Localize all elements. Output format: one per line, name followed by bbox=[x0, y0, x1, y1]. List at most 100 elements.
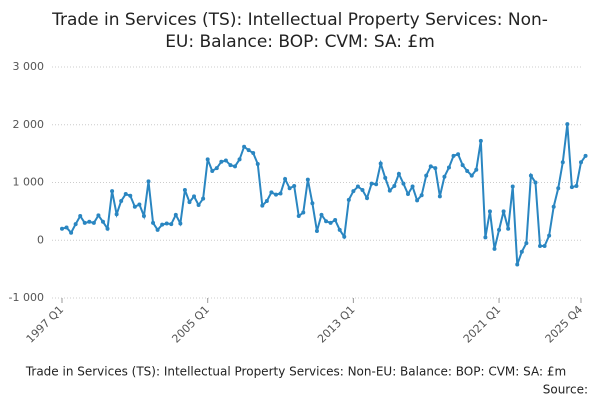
data-point bbox=[401, 181, 406, 186]
data-point bbox=[406, 192, 410, 197]
data-point bbox=[96, 213, 101, 218]
data-point bbox=[419, 193, 424, 198]
data-point bbox=[60, 226, 64, 231]
data-point bbox=[292, 183, 297, 188]
data-point bbox=[469, 173, 474, 178]
data-point bbox=[264, 198, 269, 203]
data-point bbox=[201, 196, 206, 201]
data-point bbox=[160, 222, 165, 227]
data-point bbox=[119, 198, 124, 203]
data-point bbox=[246, 148, 251, 153]
data-point bbox=[346, 197, 351, 202]
data-point bbox=[355, 184, 360, 189]
data-point bbox=[565, 122, 570, 127]
data-point bbox=[169, 222, 174, 227]
data-point bbox=[219, 159, 224, 164]
data-point bbox=[465, 168, 470, 173]
x-tick-label: 2005 Q1 bbox=[169, 303, 212, 346]
data-point bbox=[433, 166, 438, 171]
data-point bbox=[569, 185, 574, 190]
data-point bbox=[424, 173, 429, 178]
data-point bbox=[283, 177, 288, 182]
data-point bbox=[383, 175, 388, 180]
data-point bbox=[542, 244, 547, 249]
data-point bbox=[100, 219, 105, 224]
data-point bbox=[69, 230, 74, 235]
data-point bbox=[210, 168, 215, 173]
data-point bbox=[287, 186, 292, 191]
data-point bbox=[428, 164, 433, 169]
data-point bbox=[305, 177, 310, 182]
data-point bbox=[141, 213, 146, 218]
data-point bbox=[556, 186, 561, 191]
data-point bbox=[310, 201, 315, 206]
y-tick-label: 0 bbox=[37, 233, 44, 246]
data-point bbox=[524, 241, 529, 246]
x-tick-label: 2025 Q4 bbox=[543, 303, 586, 346]
data-point bbox=[474, 167, 479, 172]
y-tick-label: -1 000 bbox=[9, 291, 44, 304]
x-tick-label: 1997 Q1 bbox=[24, 303, 67, 346]
data-point bbox=[551, 204, 556, 209]
data-point bbox=[314, 229, 319, 234]
chart-title: EU: Balance: BOP: CVM: SA: £m bbox=[165, 32, 435, 52]
data-point bbox=[182, 188, 187, 193]
data-point bbox=[296, 213, 301, 218]
series-line bbox=[61, 124, 587, 265]
data-point bbox=[410, 184, 415, 189]
data-point bbox=[132, 204, 137, 209]
data-point bbox=[91, 220, 96, 225]
data-point bbox=[278, 191, 283, 196]
data-point bbox=[164, 221, 169, 226]
data-point bbox=[192, 194, 197, 199]
data-point bbox=[269, 190, 274, 195]
data-point bbox=[547, 233, 552, 238]
data-point bbox=[273, 192, 278, 197]
data-point bbox=[387, 188, 392, 193]
data-point bbox=[337, 227, 342, 232]
data-point bbox=[110, 189, 115, 194]
data-point bbox=[510, 184, 515, 189]
data-point bbox=[415, 198, 420, 203]
data-point bbox=[515, 262, 520, 267]
data-point bbox=[506, 226, 511, 231]
data-point bbox=[82, 220, 87, 225]
data-point bbox=[237, 157, 242, 162]
data-point bbox=[519, 249, 524, 254]
y-tick-label: 3 000 bbox=[13, 60, 45, 73]
data-point bbox=[437, 194, 442, 199]
data-point bbox=[228, 163, 233, 168]
data-point bbox=[233, 164, 237, 169]
source: Source: bbox=[543, 383, 588, 397]
data-point bbox=[114, 212, 119, 217]
data-point bbox=[223, 158, 228, 163]
data-point bbox=[365, 196, 370, 201]
data-point bbox=[87, 219, 92, 224]
data-point bbox=[456, 152, 461, 157]
data-point bbox=[342, 234, 347, 239]
data-point bbox=[328, 220, 333, 225]
data-point bbox=[396, 171, 401, 176]
data-point bbox=[319, 212, 324, 217]
data-point bbox=[533, 180, 538, 185]
data-point bbox=[483, 235, 488, 240]
data-point bbox=[487, 209, 492, 214]
data-point bbox=[583, 153, 588, 158]
data-point bbox=[73, 222, 78, 227]
data-point bbox=[497, 227, 502, 232]
footer-title: Trade in Services (TS): Intellectual Pro… bbox=[25, 365, 566, 379]
data-point bbox=[205, 157, 210, 162]
data-point bbox=[446, 165, 451, 170]
data-point bbox=[492, 246, 497, 251]
data-point bbox=[574, 183, 579, 188]
data-point bbox=[301, 210, 306, 215]
data-point bbox=[137, 202, 142, 207]
data-point bbox=[442, 174, 447, 179]
data-point bbox=[151, 220, 156, 225]
data-point bbox=[451, 153, 456, 158]
data-point bbox=[251, 151, 256, 156]
x-tick-label: 2013 Q1 bbox=[315, 303, 358, 346]
data-point bbox=[196, 203, 201, 208]
data-point bbox=[242, 144, 247, 149]
data-point bbox=[528, 173, 533, 178]
